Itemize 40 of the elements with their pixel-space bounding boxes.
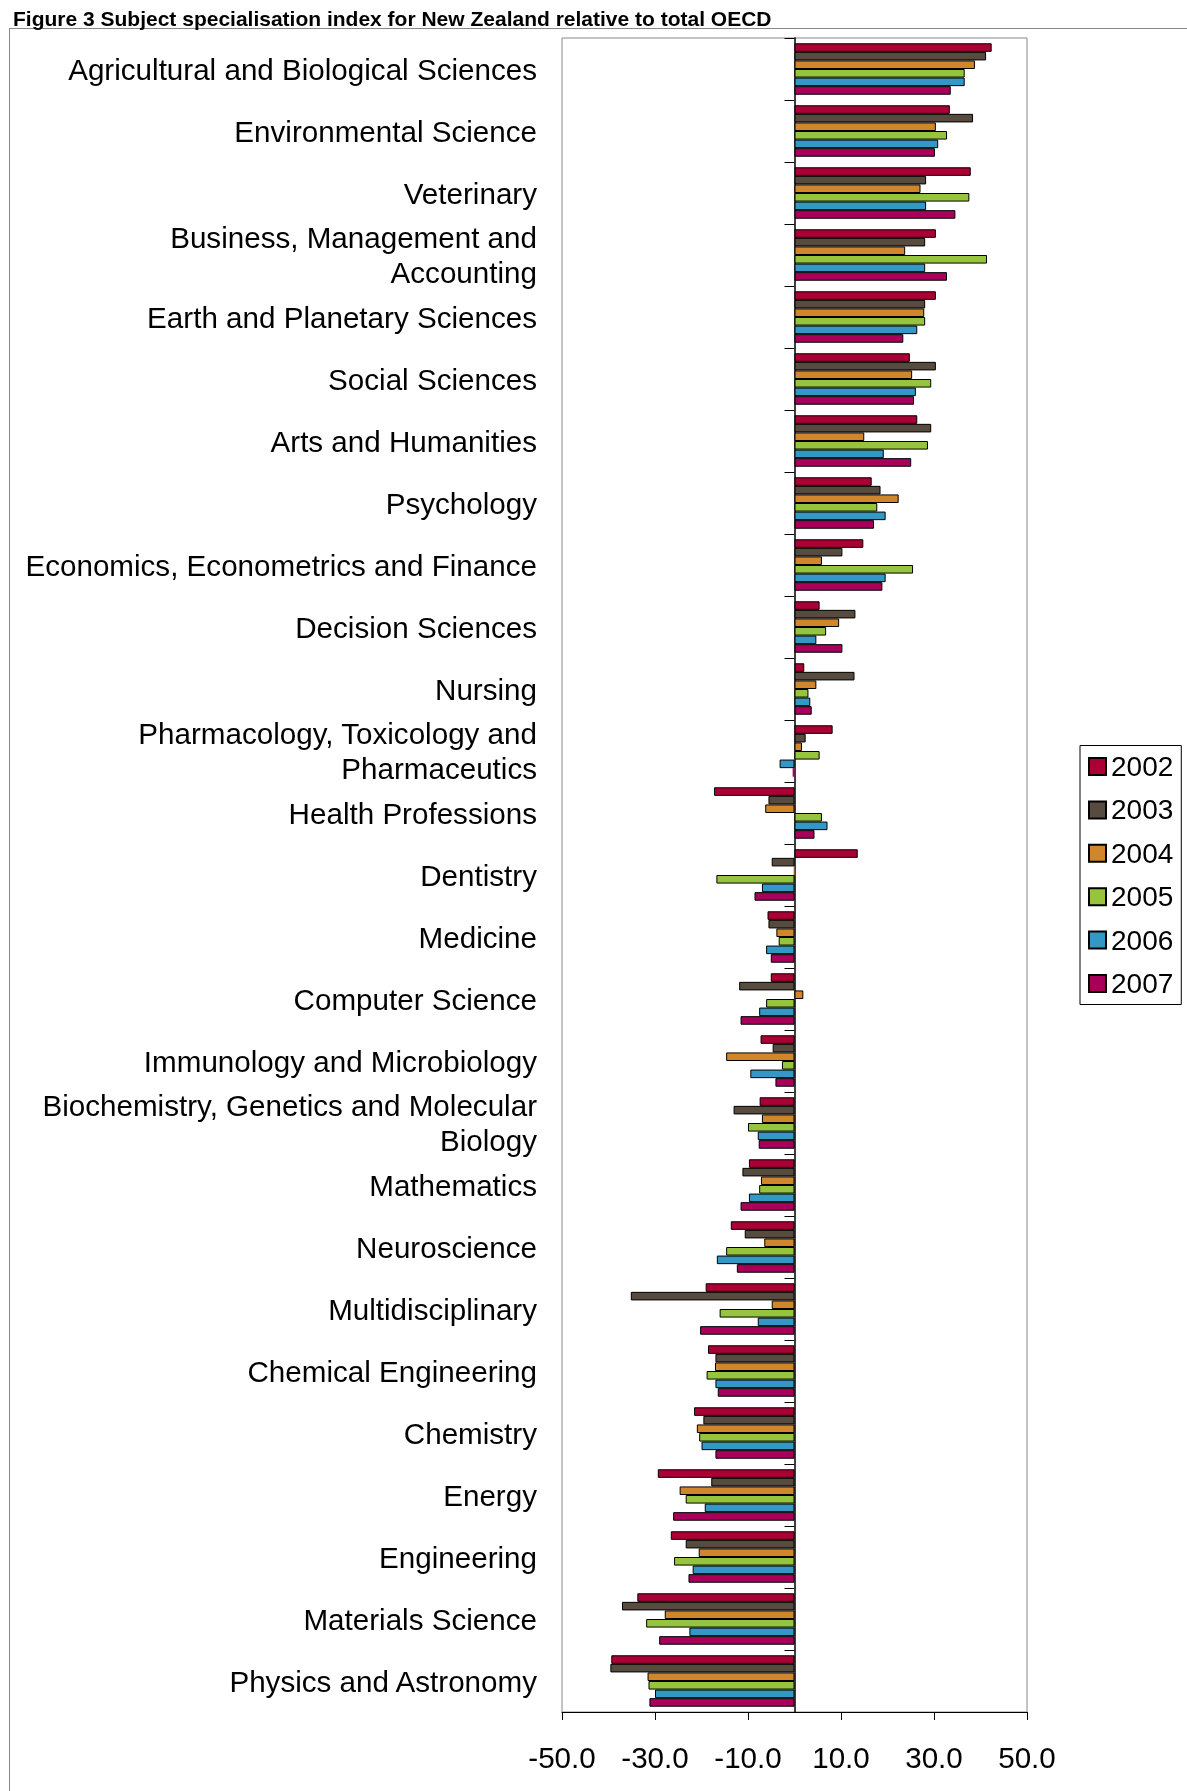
y-tick-label: Mathematics bbox=[369, 1168, 537, 1202]
y-tick-label: Dentistry bbox=[420, 858, 538, 892]
y-tick-label: Multidisciplinary bbox=[328, 1292, 538, 1326]
y-tick-label: Health Professions bbox=[288, 796, 537, 830]
y-tick-label: Engineering bbox=[379, 1540, 537, 1574]
x-tick-label: -30.0 bbox=[621, 1740, 689, 1774]
x-tick-label: 10.0 bbox=[812, 1740, 870, 1774]
y-tick-label: Decision Sciences bbox=[295, 610, 537, 644]
y-tick-label: Economics, Econometrics and Finance bbox=[25, 548, 537, 582]
legend-label: 2006 bbox=[1111, 924, 1174, 956]
x-tick-label: 50.0 bbox=[998, 1740, 1056, 1774]
y-tick-label: Energy bbox=[443, 1478, 538, 1512]
y-tick-label: Agricultural and Biological Sciences bbox=[68, 52, 537, 86]
legend-label: 2003 bbox=[1111, 794, 1174, 826]
y-tick-label: Psychology bbox=[385, 486, 538, 520]
y-tick-label: Earth and Planetary Sciences bbox=[147, 300, 537, 334]
y-tick-label: Environmental Science bbox=[234, 114, 537, 148]
y-tick-label: Computer Science bbox=[293, 982, 537, 1016]
x-tick-label: -50.0 bbox=[528, 1740, 596, 1774]
y-tick-label: Nursing bbox=[435, 672, 537, 706]
x-tick-label: 30.0 bbox=[905, 1740, 963, 1774]
y-tick-label: Veterinary bbox=[403, 176, 538, 210]
legend-label: 2005 bbox=[1111, 881, 1174, 913]
y-tick-label: Physics and Astronomy bbox=[229, 1664, 538, 1698]
y-tick-label: Biochemistry, Genetics and Molecular Biology bbox=[42, 1089, 538, 1157]
y-tick-label: Neuroscience bbox=[356, 1230, 537, 1264]
y-tick-label: Materials Science bbox=[303, 1602, 537, 1636]
y-tick-label: Chemistry bbox=[403, 1416, 538, 1450]
y-tick-label: Chemical Engineering bbox=[247, 1354, 537, 1388]
text: Figure 3 Subject specialisation index for New Zealand relative to total OECD bbox=[13, 7, 772, 30]
y-tick-label: Social Sciences bbox=[328, 362, 537, 396]
legend-label: 2004 bbox=[1111, 837, 1174, 869]
y-tick-label: Pharmacology, Toxicology and Pharmaceutics bbox=[138, 717, 537, 785]
legend-label: 2007 bbox=[1111, 968, 1174, 999]
y-tick-label: Medicine bbox=[418, 920, 537, 954]
legend-label: 2002 bbox=[1111, 751, 1174, 782]
y-tick-label: Business, Management and Accounting bbox=[170, 221, 537, 289]
y-tick-label: Arts and Humanities bbox=[270, 424, 537, 458]
y-tick-label: Immunology and Microbiology bbox=[143, 1044, 538, 1078]
x-tick-label: -10.0 bbox=[714, 1740, 782, 1774]
